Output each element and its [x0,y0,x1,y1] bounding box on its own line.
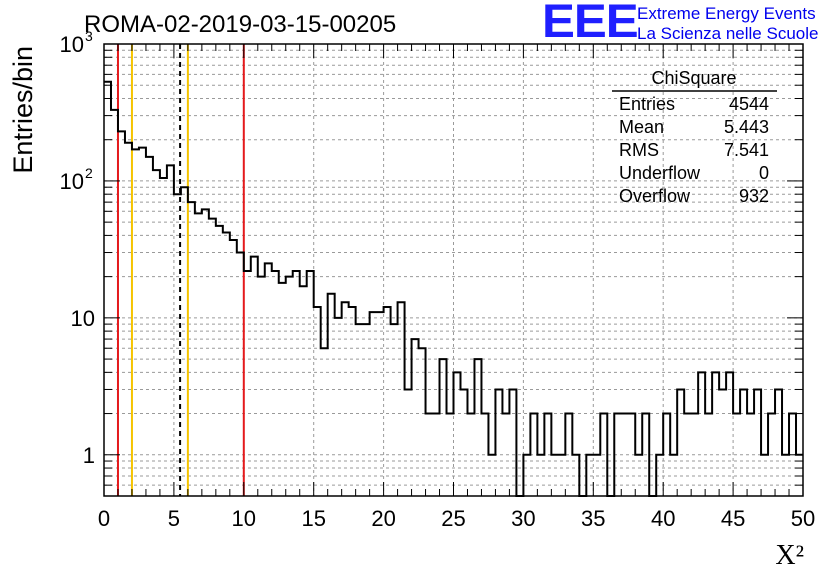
stats-title: ChiSquare [651,68,736,88]
stats-box: ChiSquare Entries 4544 Mean 5.443 RMS 7.541 Un… [612,68,777,206]
x-tick-label: 50 [791,506,815,531]
stats-row-value: 4544 [729,94,769,114]
stats-row-value: 0 [759,163,769,183]
eee-logo-line1: Extreme Energy Events [637,4,816,23]
stats-row-label: Underflow [619,163,701,183]
x-tick-label: 25 [441,506,465,531]
y-tick-label: 10 [60,169,84,194]
histogram-outline [104,80,803,497]
reference-lines [116,44,245,496]
y-tick-label: 10 [71,306,95,331]
grid-lines [104,44,803,496]
stats-row-value: 932 [739,186,769,206]
y-axis-label: Entries/bin [8,46,38,174]
x-tick-label: 15 [301,506,325,531]
y-tick-exponent: 3 [85,28,93,44]
eee-logo-mark: EEE [542,0,639,47]
eee-logo: EEE Extreme Energy Events La Scienza nel… [540,0,836,47]
stats-row-label: RMS [619,140,659,160]
x-tick-label: 30 [511,506,535,531]
chart-title: ROMA-02-2019-03-15-00205 [84,11,396,38]
eee-logo-line2: La Scienza nelle Scuole [637,24,819,43]
x-tick-label: 0 [98,506,110,531]
x-tick-label: 35 [581,506,605,531]
stats-row-label: Entries [619,94,675,114]
x-axis-label: X² [775,540,804,571]
x-tick-label: 45 [721,506,745,531]
stats-row-value: 5.443 [724,117,769,137]
y-tick-label: 1 [83,443,95,468]
x-tick-label: 5 [168,506,180,531]
x-tick-label: 40 [651,506,675,531]
x-tick-label: 20 [371,506,395,531]
y-tick-label: 10 [60,32,84,57]
stats-row-label: Overflow [619,186,691,206]
stats-rows: Entries 4544 Mean 5.443 RMS 7.541 Underflow 0 Ov… [619,94,769,206]
stats-row-label: Mean [619,117,664,137]
y-tick-exponent: 2 [85,165,93,181]
x-tick-label: 10 [232,506,256,531]
stats-row-value: 7.541 [724,140,769,160]
